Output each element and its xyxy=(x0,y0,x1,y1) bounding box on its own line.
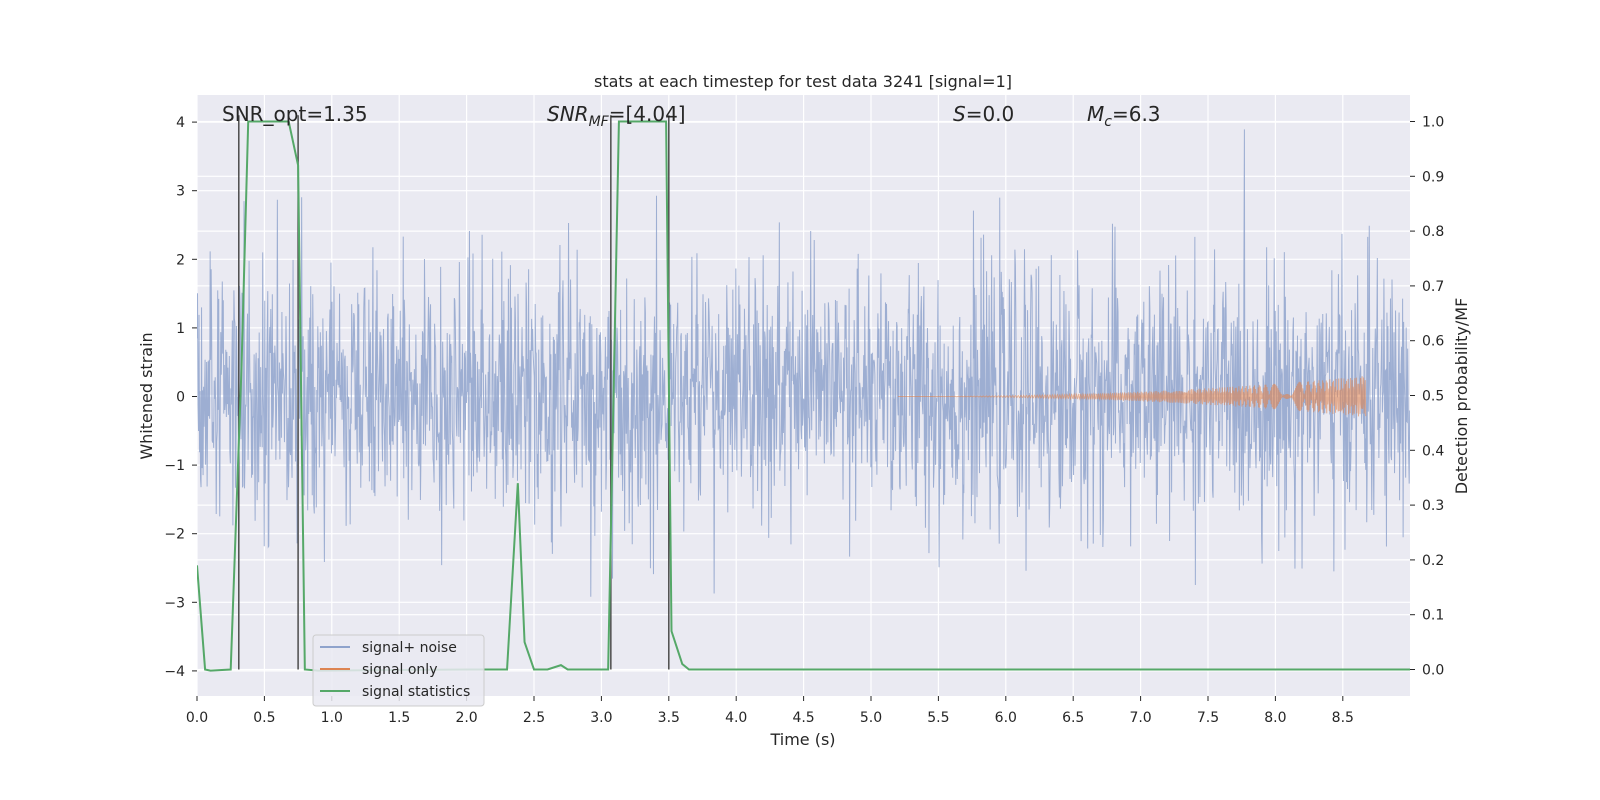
x-tick-label: 5.5 xyxy=(927,710,949,726)
right-y-tick-label: 0.1 xyxy=(1422,608,1444,624)
legend-label-signal-only: signal only xyxy=(362,662,437,678)
left-y-tick-label: −1 xyxy=(164,458,185,474)
series-signal-statistics xyxy=(197,120,1410,672)
x-tick-label: 4.0 xyxy=(725,710,747,726)
legend-label-signal-statistics: signal statistics xyxy=(362,684,470,700)
x-tick-label: 3.0 xyxy=(590,710,612,726)
x-tick-label: 2.5 xyxy=(523,710,545,726)
right-y-tick-label: 0.0 xyxy=(1422,663,1444,679)
x-axis-label: Time (s) xyxy=(769,730,835,749)
x-tick-label: 4.5 xyxy=(792,710,814,726)
right-y-tick-label: 0.3 xyxy=(1422,498,1444,514)
mc-value: =6.3 xyxy=(1112,102,1161,126)
s-value: =0.0 xyxy=(966,102,1015,126)
left-y-tick-label: −3 xyxy=(164,595,185,611)
mc-annotation: Mc=6.3 xyxy=(1087,102,1161,130)
snr-mf-annotation: SNRMF=[4.04] xyxy=(547,102,686,130)
left-y-tick-label: 1 xyxy=(176,321,185,337)
left-y-tick-label: 4 xyxy=(176,115,185,131)
x-tick-label: 0.5 xyxy=(253,710,275,726)
left-y-tick-label: −2 xyxy=(164,527,185,543)
right-y-tick-label: 0.5 xyxy=(1422,389,1444,405)
legend: signal+ noise signal only signal statist… xyxy=(312,634,485,707)
right-y-tick-label: 0.8 xyxy=(1422,224,1444,240)
snr-mf-value: =[4.04] xyxy=(609,102,686,126)
x-tick-label: 7.5 xyxy=(1197,710,1219,726)
x-tick-label: 8.5 xyxy=(1332,710,1354,726)
x-tick-label: 1.5 xyxy=(388,710,410,726)
x-tick-label: 3.5 xyxy=(658,710,680,726)
series-signal-noise xyxy=(197,129,1410,597)
left-y-axis-ticks: −4 −3 −2 −1 0 1 2 3 4 xyxy=(164,115,197,680)
snr-mf-base: SNR xyxy=(547,102,589,126)
right-y-tick-label: 0.7 xyxy=(1422,279,1444,295)
right-y-tick-label: 1.0 xyxy=(1422,115,1444,131)
s-annotation: S=0.0 xyxy=(953,102,1014,126)
mc-symbol: M xyxy=(1087,102,1104,126)
snr-mf-subscript: MF xyxy=(589,114,610,130)
x-tick-label: 8.0 xyxy=(1264,710,1286,726)
legend-box xyxy=(312,634,485,707)
right-y-tick-label: 0.6 xyxy=(1422,334,1444,350)
left-y-tick-label: −4 xyxy=(164,664,185,680)
left-y-axis-label: Whitened strain xyxy=(137,332,156,459)
x-tick-label: 6.0 xyxy=(995,710,1017,726)
s-symbol: S xyxy=(953,102,966,126)
x-tick-label: 2.0 xyxy=(455,710,477,726)
x-tick-label: 7.0 xyxy=(1129,710,1151,726)
x-tick-label: 0.0 xyxy=(186,710,208,726)
legend-label-signal-noise: signal+ noise xyxy=(362,640,457,656)
right-y-axis-ticks: 0.0 0.1 0.2 0.3 0.4 0.5 0.6 0.7 0.8 0.9 1.0 xyxy=(1410,115,1444,679)
plot-content xyxy=(197,115,1410,672)
right-y-tick-label: 0.4 xyxy=(1422,443,1444,459)
x-axis-ticks: 0.0 0.5 1.0 1.5 2.0 2.5 3.0 3.5 4.0 4.5 5.0 5.5 6.0 6… xyxy=(186,696,1354,726)
snr-opt-annotation: SNR_opt=1.35 xyxy=(222,102,368,126)
series-signal-only xyxy=(897,376,1367,417)
right-y-axis-label: Detection probability/MF xyxy=(1452,298,1471,495)
mc-subscript: c xyxy=(1104,114,1112,130)
right-y-tick-label: 0.9 xyxy=(1422,169,1444,185)
x-tick-label: 1.0 xyxy=(321,710,343,726)
right-y-tick-label: 0.2 xyxy=(1422,553,1444,569)
x-tick-label: 6.5 xyxy=(1062,710,1084,726)
left-y-tick-label: 2 xyxy=(176,252,185,268)
chart-title: stats at each timestep for test data 324… xyxy=(594,72,1012,91)
left-y-tick-label: 3 xyxy=(176,184,185,200)
left-y-tick-label: 0 xyxy=(176,390,185,406)
x-tick-label: 5.0 xyxy=(860,710,882,726)
